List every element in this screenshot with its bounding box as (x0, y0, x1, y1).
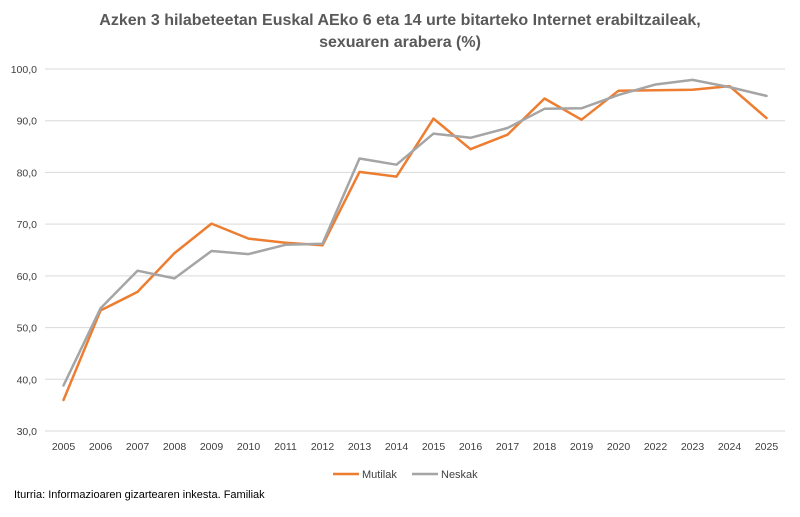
x-tick-label: 2010 (237, 441, 261, 453)
legend-label: Neskak (441, 469, 478, 481)
x-tick-label: 2020 (607, 441, 631, 453)
x-tick-label: 2009 (200, 441, 224, 453)
x-tick-label: 2015 (422, 441, 446, 453)
x-tick-label: 2006 (89, 441, 113, 453)
x-tick-label: 2005 (52, 441, 76, 453)
series-line-mutilak (62, 84, 768, 402)
x-tick-label: 2011 (274, 441, 297, 453)
x-tick-label: 2008 (163, 441, 187, 453)
x-tick-label: 2025 (755, 441, 779, 453)
series-line-neskak (62, 78, 768, 387)
gridlines (45, 68, 785, 432)
x-tick-label: 2013 (348, 441, 372, 453)
chart-title-line-2: sexuaren arabera (%) (319, 34, 481, 51)
x-axis: 2005 2006 2007 2008 2009 2010 2011 2012 2013 2014… (52, 441, 779, 453)
x-tick-label: 2024 (718, 441, 742, 453)
x-tick-label: 2022 (644, 441, 668, 453)
x-tick-label: 2017 (496, 441, 520, 453)
chart-title-line-1: Azken 3 hilabeteetan Euskal AEko 6 eta 1… (99, 12, 700, 29)
y-tick-label: 30,0 (17, 426, 38, 438)
y-tick-label: 80,0 (17, 167, 38, 179)
x-tick-label: 2014 (385, 441, 409, 453)
series-lines (62, 78, 768, 402)
x-tick-label: 2018 (533, 441, 557, 453)
x-tick-label: 2019 (570, 441, 594, 453)
x-tick-label: 2012 (311, 441, 335, 453)
legend-label: Mutilak (362, 469, 397, 481)
y-tick-label: 100,0 (11, 64, 37, 76)
legend: Mutilak Neskak (333, 469, 478, 481)
x-tick-label: 2023 (681, 441, 705, 453)
y-tick-label: 50,0 (17, 323, 38, 335)
x-tick-label: 2007 (126, 441, 150, 453)
y-tick-label: 40,0 (17, 374, 38, 386)
y-tick-label: 70,0 (17, 219, 38, 231)
y-tick-label: 60,0 (17, 271, 38, 283)
source-note: Iturria: Informazioaren gizartearen inke… (14, 489, 265, 501)
y-axis: 30,0 40,0 50,0 60,0 70,0 80,0 90,0 100,0 (11, 64, 37, 438)
x-tick-label: 2016 (459, 441, 483, 453)
y-tick-label: 90,0 (17, 116, 38, 128)
